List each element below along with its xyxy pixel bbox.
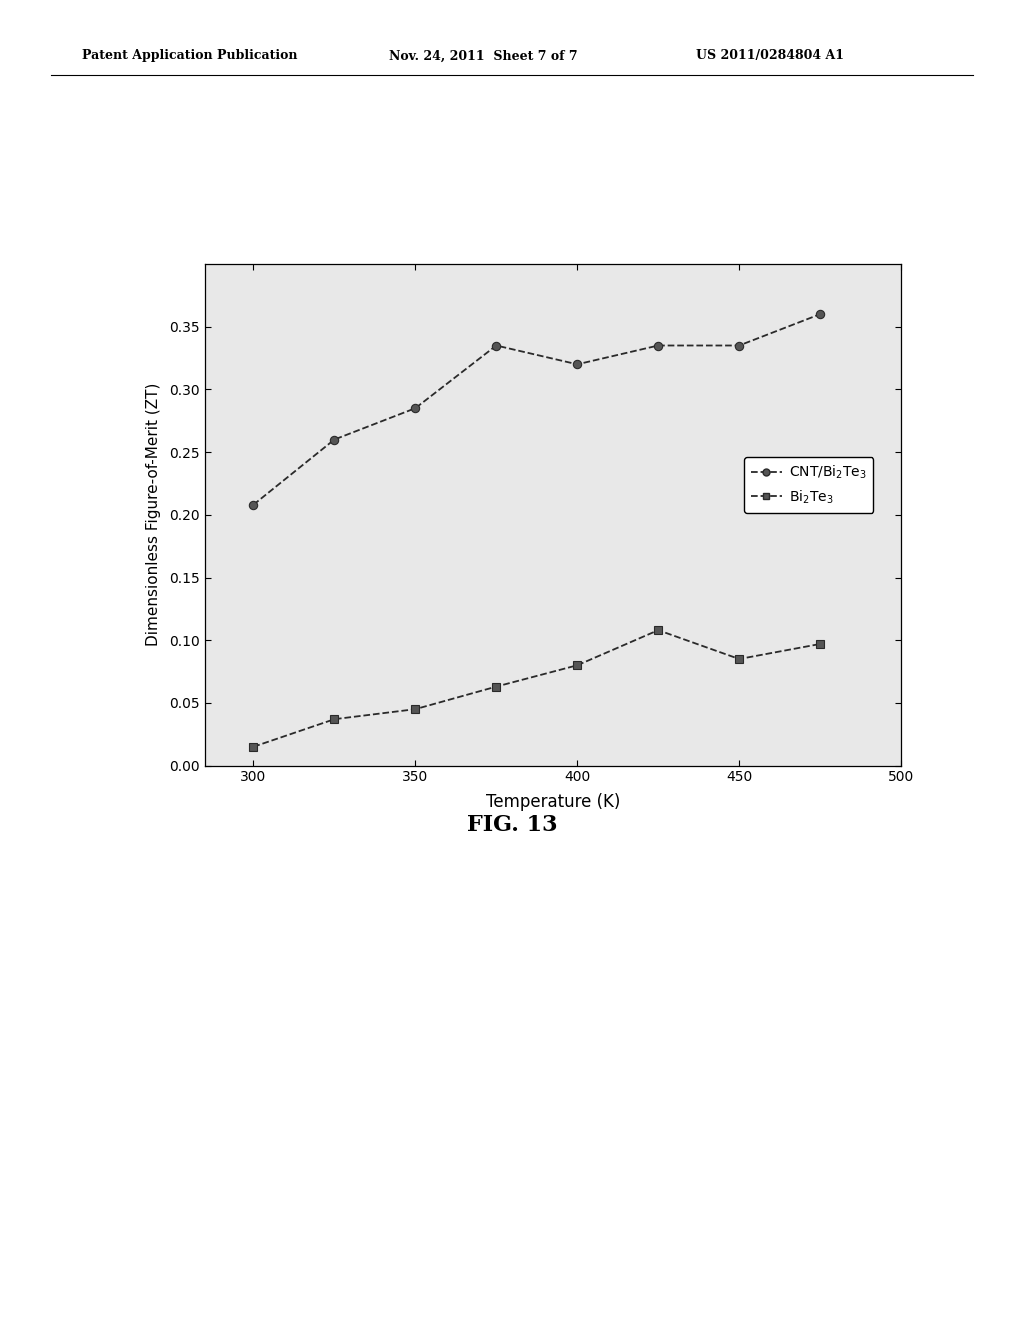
X-axis label: Temperature (K): Temperature (K) bbox=[485, 793, 621, 810]
Text: Nov. 24, 2011  Sheet 7 of 7: Nov. 24, 2011 Sheet 7 of 7 bbox=[389, 49, 578, 62]
Legend: CNT/Bi$_2$Te$_3$, Bi$_2$Te$_3$: CNT/Bi$_2$Te$_3$, Bi$_2$Te$_3$ bbox=[744, 457, 873, 512]
Text: Patent Application Publication: Patent Application Publication bbox=[82, 49, 297, 62]
Text: US 2011/0284804 A1: US 2011/0284804 A1 bbox=[696, 49, 845, 62]
Text: FIG. 13: FIG. 13 bbox=[467, 814, 557, 836]
Y-axis label: Dimensionless Figure-of-Merit (ZT): Dimensionless Figure-of-Merit (ZT) bbox=[145, 383, 161, 647]
